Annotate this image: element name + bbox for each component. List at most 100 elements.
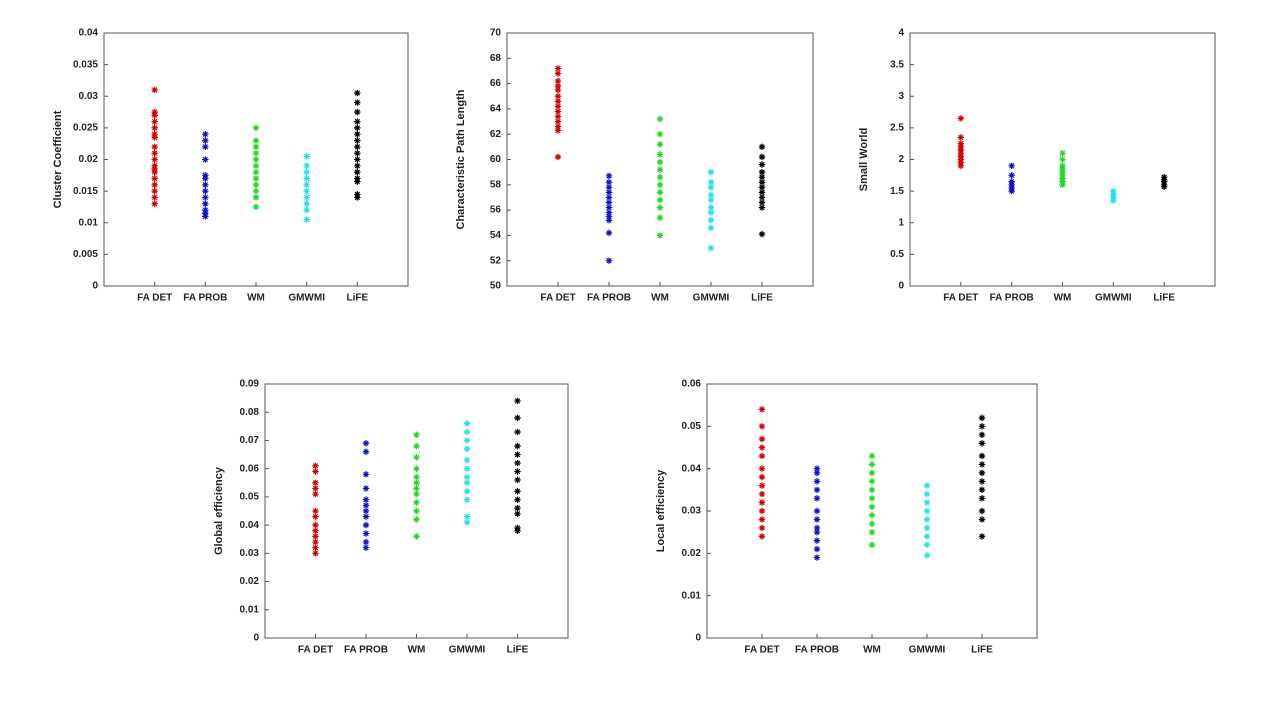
data-point bbox=[978, 469, 986, 477]
data-point bbox=[303, 181, 310, 188]
data-point bbox=[1160, 183, 1168, 190]
data-point bbox=[923, 524, 931, 532]
data-point bbox=[605, 199, 613, 206]
data-point bbox=[362, 513, 370, 520]
y-tick-label: 3.5 bbox=[890, 59, 904, 70]
y-tick-label: 56 bbox=[490, 205, 502, 216]
data-point bbox=[303, 175, 310, 182]
x-tick-label: WM bbox=[651, 293, 669, 304]
data-point bbox=[605, 257, 613, 264]
data-point bbox=[312, 527, 319, 534]
y-tick-label: 2.5 bbox=[890, 123, 904, 134]
data-point bbox=[758, 194, 766, 201]
y-tick-label: 0 bbox=[92, 281, 98, 292]
y-tick-label: 0.07 bbox=[240, 435, 260, 446]
plot-frame bbox=[706, 383, 1038, 639]
data-point bbox=[978, 533, 986, 540]
x-tick-label: FA PROB bbox=[990, 293, 1034, 304]
y-tick-label: 0.04 bbox=[682, 463, 702, 474]
data-point bbox=[868, 495, 876, 502]
y-tick-label: 4 bbox=[898, 28, 904, 39]
y-tick-label: 0.02 bbox=[682, 548, 702, 559]
data-point bbox=[813, 554, 821, 561]
data-point bbox=[202, 213, 209, 220]
data-point bbox=[151, 168, 158, 176]
data-point bbox=[252, 194, 260, 201]
data-point bbox=[868, 528, 876, 536]
data-point bbox=[362, 538, 370, 546]
data-point bbox=[813, 537, 821, 544]
data-point bbox=[151, 86, 158, 94]
data-point bbox=[978, 452, 986, 460]
data-point bbox=[413, 442, 420, 450]
data-point bbox=[707, 184, 715, 191]
y-tick-label: 0.015 bbox=[73, 186, 98, 197]
data-point bbox=[554, 108, 562, 115]
x-tick-label: FA DET bbox=[943, 293, 978, 304]
data-point bbox=[514, 488, 521, 495]
data-point bbox=[813, 516, 821, 523]
data-point bbox=[303, 200, 310, 207]
data-point bbox=[252, 137, 260, 144]
data-point bbox=[554, 127, 562, 134]
data-point bbox=[957, 115, 965, 122]
data-point bbox=[554, 123, 562, 130]
data-point bbox=[303, 206, 310, 214]
data-point bbox=[656, 232, 664, 239]
y-tick-label: 0 bbox=[695, 633, 701, 644]
data-point bbox=[312, 533, 319, 540]
data-point bbox=[463, 519, 471, 526]
data-point bbox=[354, 143, 361, 151]
data-point bbox=[463, 513, 471, 520]
data-point bbox=[605, 229, 613, 237]
data-point bbox=[413, 465, 420, 472]
data-point bbox=[813, 469, 821, 477]
x-tick-label: WM bbox=[408, 645, 426, 656]
data-point bbox=[554, 118, 562, 125]
data-point bbox=[252, 143, 260, 151]
data-point bbox=[978, 414, 986, 422]
y-tick-label: 0.03 bbox=[79, 91, 99, 102]
data-point bbox=[354, 89, 361, 97]
y-tick-label: 0.04 bbox=[240, 520, 260, 531]
data-point bbox=[656, 204, 664, 211]
data-point bbox=[151, 194, 158, 201]
data-point bbox=[923, 552, 931, 559]
data-point bbox=[312, 490, 319, 498]
data-point bbox=[362, 544, 370, 551]
data-point bbox=[758, 230, 766, 238]
y-tick-label: 70 bbox=[490, 28, 502, 39]
data-point bbox=[202, 181, 209, 188]
data-point bbox=[554, 86, 562, 94]
data-point bbox=[354, 149, 361, 157]
data-point bbox=[303, 162, 310, 170]
x-tick-label: FA PROB bbox=[344, 645, 388, 656]
y-tick-label: 50 bbox=[490, 281, 502, 292]
data-point bbox=[151, 134, 158, 141]
data-point bbox=[463, 445, 471, 453]
data-point bbox=[303, 216, 310, 223]
data-point bbox=[514, 414, 521, 422]
data-point bbox=[554, 98, 562, 105]
data-point bbox=[656, 174, 664, 181]
data-point bbox=[303, 168, 310, 176]
data-point bbox=[554, 103, 562, 110]
y-tick-label: 0.035 bbox=[73, 59, 98, 70]
data-point bbox=[656, 181, 664, 188]
data-point bbox=[312, 538, 319, 546]
data-point bbox=[514, 428, 521, 436]
data-point bbox=[957, 134, 965, 141]
data-point bbox=[362, 485, 370, 492]
y-tick-label: 0.05 bbox=[240, 492, 260, 503]
y-tick-label: 0.03 bbox=[240, 548, 260, 559]
x-tick-label: LiFE bbox=[346, 293, 368, 304]
data-point bbox=[758, 174, 766, 181]
data-point bbox=[514, 504, 521, 512]
y-tick-label: 0.025 bbox=[73, 123, 98, 134]
data-point bbox=[354, 194, 361, 201]
data-point bbox=[362, 496, 370, 503]
data-point bbox=[312, 507, 319, 515]
data-point bbox=[758, 533, 766, 540]
data-point bbox=[978, 440, 986, 447]
data-point bbox=[554, 77, 562, 85]
